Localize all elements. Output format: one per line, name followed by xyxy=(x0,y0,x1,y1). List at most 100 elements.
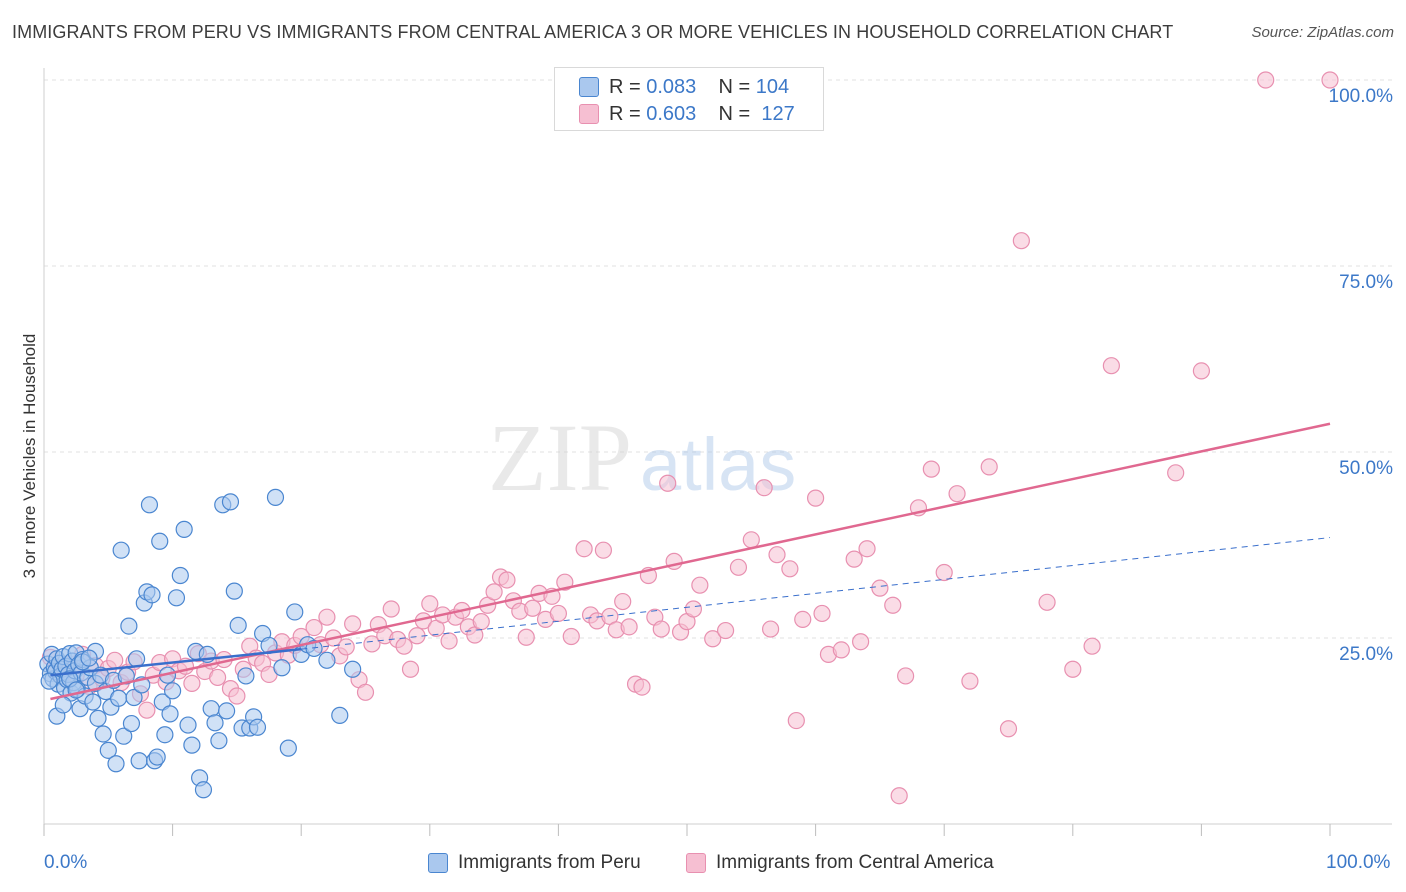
data-point-peru xyxy=(183,736,201,754)
legend-r-label: R = xyxy=(609,75,641,98)
data-point-peru xyxy=(194,781,213,799)
data-point-peru xyxy=(153,693,171,711)
data-point-central-america xyxy=(1012,232,1030,250)
data-point-peru xyxy=(167,589,186,607)
bottom-legend-label-peru: Immigrants from Peru xyxy=(458,852,641,873)
data-point-central-america xyxy=(761,620,780,638)
legend-row-peru: R = 0.083 N = 104 xyxy=(555,74,789,100)
trend-line-peru xyxy=(50,647,302,677)
data-point-central-america xyxy=(704,630,722,648)
data-point-peru xyxy=(115,727,133,745)
data-point-central-america xyxy=(845,550,863,568)
data-point-central-america xyxy=(356,683,375,701)
bottom-legend-peru: Immigrants from Peru xyxy=(428,852,641,874)
data-point-central-america xyxy=(395,637,413,655)
data-point-central-america xyxy=(813,604,831,623)
legend-n-label: N = xyxy=(718,75,751,98)
data-point-central-america xyxy=(556,573,574,591)
data-point-peru xyxy=(237,667,255,685)
data-point-central-america xyxy=(922,460,940,478)
watermark-zip: ZIP xyxy=(488,404,632,511)
series-central-america-points xyxy=(41,71,1339,805)
data-point-central-america xyxy=(890,787,908,805)
y-tick-label: 50.0% xyxy=(1339,458,1393,479)
data-point-peru xyxy=(286,603,304,621)
data-point-peru xyxy=(171,566,189,585)
data-point-peru xyxy=(206,714,224,732)
data-point-central-america xyxy=(620,618,638,636)
data-point-peru xyxy=(318,651,336,669)
data-point-peru xyxy=(218,702,236,720)
data-point-peru xyxy=(248,718,267,736)
watermark-atlas: atlas xyxy=(640,423,796,506)
data-point-central-america xyxy=(768,546,786,564)
legend-swatch-peru xyxy=(579,77,599,97)
data-point-central-america xyxy=(871,579,889,597)
data-point-peru xyxy=(84,693,102,711)
watermark: ZIP atlas xyxy=(488,404,796,511)
bottom-legend-label-central-america: Immigrants from Central America xyxy=(716,852,994,873)
data-point-central-america xyxy=(684,600,703,618)
data-point-central-america xyxy=(794,610,812,629)
data-point-central-america xyxy=(832,641,850,659)
data-point-peru xyxy=(80,649,98,667)
data-point-central-america xyxy=(562,627,580,646)
data-point-central-america xyxy=(659,474,677,492)
trend-lines xyxy=(50,422,1331,701)
data-point-peru xyxy=(109,689,128,707)
data-point-central-america xyxy=(382,600,400,618)
data-point-central-america xyxy=(363,635,381,653)
data-point-central-america xyxy=(138,701,156,719)
data-point-central-america xyxy=(1192,362,1211,380)
data-point-central-america xyxy=(1038,593,1056,611)
data-point-peru xyxy=(229,616,247,634)
data-point-peru xyxy=(175,520,193,538)
data-point-central-america xyxy=(209,668,227,687)
legend-n-value-peru: 104 xyxy=(755,75,790,98)
data-point-central-america xyxy=(472,613,490,631)
data-point-central-america xyxy=(524,599,542,617)
data-point-central-america xyxy=(1102,357,1120,375)
data-point-central-america xyxy=(1064,660,1082,678)
correlation-legend: R = 0.083 N = 104 R = 0.603 N = 127 xyxy=(554,67,824,131)
data-point-peru xyxy=(202,700,220,718)
source-label: Source: ZipAtlas.com xyxy=(1251,24,1394,41)
data-point-central-america xyxy=(633,678,651,696)
data-point-peru xyxy=(130,752,148,770)
data-point-peru xyxy=(125,688,143,707)
data-point-peru xyxy=(89,709,107,727)
legend-n-label: N = xyxy=(718,102,751,125)
data-point-peru xyxy=(151,532,169,550)
data-point-central-america xyxy=(691,576,709,594)
data-point-central-america xyxy=(440,632,458,650)
data-point-peru xyxy=(344,660,362,678)
data-point-peru xyxy=(120,617,138,635)
data-point-central-america xyxy=(1257,71,1275,89)
data-point-central-america xyxy=(935,563,953,582)
data-point-central-america xyxy=(948,485,966,503)
data-point-central-america xyxy=(980,458,998,476)
data-point-peru xyxy=(179,716,197,734)
data-point-peru xyxy=(107,755,125,773)
data-point-central-america xyxy=(337,638,355,656)
y-tick-label: 75.0% xyxy=(1339,272,1393,293)
x-tick-label-max: 100.0% xyxy=(1326,852,1391,873)
data-point-central-america xyxy=(729,558,748,576)
data-point-peru xyxy=(40,672,58,690)
data-point-central-america xyxy=(716,621,735,640)
data-point-central-america xyxy=(742,531,760,549)
data-point-central-america xyxy=(999,720,1018,738)
legend-row-central-america: R = 0.603 N = 127 xyxy=(555,101,795,127)
y-tick-labels: 25.0% 50.0% 75.0% 100.0% xyxy=(1329,86,1394,665)
data-point-central-america xyxy=(614,592,632,611)
data-point-central-america xyxy=(884,596,902,614)
axes xyxy=(43,68,1392,836)
data-point-peru xyxy=(266,488,285,506)
data-point-peru xyxy=(99,741,117,759)
data-point-central-america xyxy=(1083,637,1101,655)
data-point-central-america xyxy=(1167,464,1185,482)
data-point-central-america xyxy=(755,479,773,497)
data-point-peru xyxy=(112,541,130,559)
y-tick-label: 25.0% xyxy=(1339,644,1393,665)
